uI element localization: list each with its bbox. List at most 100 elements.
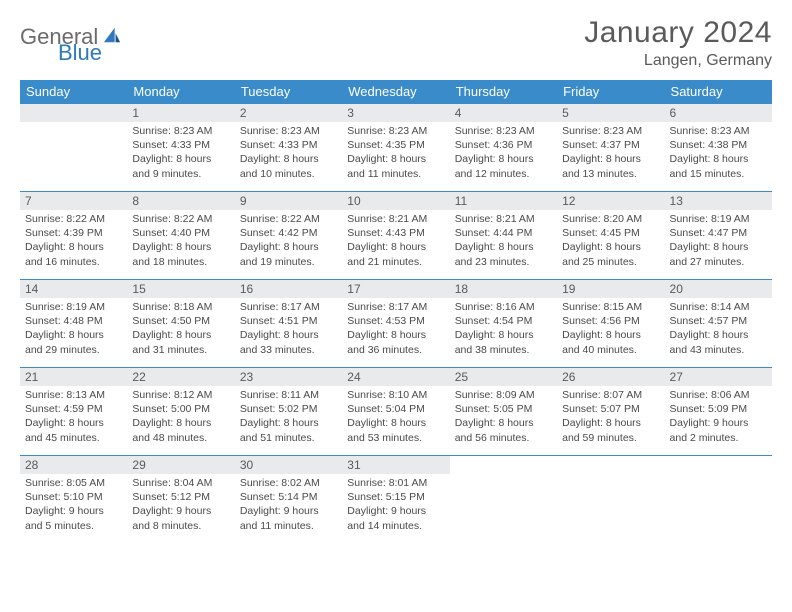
sunrise-line: Sunrise: 8:23 AM	[562, 124, 659, 138]
day-number: 3	[342, 104, 449, 122]
daylight-line-2: and 16 minutes.	[25, 255, 122, 269]
day-details: Sunrise: 8:22 AMSunset: 4:39 PMDaylight:…	[20, 210, 127, 273]
day-details: Sunrise: 8:04 AMSunset: 5:12 PMDaylight:…	[127, 474, 234, 537]
day-number: 27	[665, 368, 772, 386]
daylight-line-1: Daylight: 8 hours	[670, 328, 767, 342]
calendar-cell: 6Sunrise: 8:23 AMSunset: 4:38 PMDaylight…	[665, 104, 772, 192]
sunrise-line: Sunrise: 8:22 AM	[25, 212, 122, 226]
daylight-line-1: Daylight: 8 hours	[132, 416, 229, 430]
day-details: Sunrise: 8:05 AMSunset: 5:10 PMDaylight:…	[20, 474, 127, 537]
sunset-line: Sunset: 4:33 PM	[132, 138, 229, 152]
daylight-line-2: and 27 minutes.	[670, 255, 767, 269]
sunrise-line: Sunrise: 8:12 AM	[132, 388, 229, 402]
day-number: 5	[557, 104, 664, 122]
day-details: Sunrise: 8:23 AMSunset: 4:35 PMDaylight:…	[342, 122, 449, 185]
sunset-line: Sunset: 4:43 PM	[347, 226, 444, 240]
day-details: Sunrise: 8:01 AMSunset: 5:15 PMDaylight:…	[342, 474, 449, 537]
day-details: Sunrise: 8:18 AMSunset: 4:50 PMDaylight:…	[127, 298, 234, 361]
calendar-cell: 28Sunrise: 8:05 AMSunset: 5:10 PMDayligh…	[20, 456, 127, 544]
sunrise-line: Sunrise: 8:06 AM	[670, 388, 767, 402]
weekday-header: Wednesday	[342, 80, 449, 104]
sunrise-line: Sunrise: 8:01 AM	[347, 476, 444, 490]
day-details: Sunrise: 8:12 AMSunset: 5:00 PMDaylight:…	[127, 386, 234, 449]
sunrise-line: Sunrise: 8:04 AM	[132, 476, 229, 490]
day-details: Sunrise: 8:17 AMSunset: 4:53 PMDaylight:…	[342, 298, 449, 361]
day-number: 31	[342, 456, 449, 474]
day-number: 4	[450, 104, 557, 122]
day-number: 17	[342, 280, 449, 298]
sunset-line: Sunset: 5:12 PM	[132, 490, 229, 504]
sunrise-line: Sunrise: 8:15 AM	[562, 300, 659, 314]
calendar-cell: 10Sunrise: 8:21 AMSunset: 4:43 PMDayligh…	[342, 192, 449, 280]
day-number: 15	[127, 280, 234, 298]
daylight-line-1: Daylight: 8 hours	[455, 152, 552, 166]
sunset-line: Sunset: 5:15 PM	[347, 490, 444, 504]
day-details: Sunrise: 8:19 AMSunset: 4:47 PMDaylight:…	[665, 210, 772, 273]
day-details: Sunrise: 8:10 AMSunset: 5:04 PMDaylight:…	[342, 386, 449, 449]
sunrise-line: Sunrise: 8:23 AM	[670, 124, 767, 138]
daylight-line-1: Daylight: 8 hours	[562, 416, 659, 430]
daylight-line-2: and 45 minutes.	[25, 431, 122, 445]
daylight-line-1: Daylight: 9 hours	[347, 504, 444, 518]
sunrise-line: Sunrise: 8:21 AM	[347, 212, 444, 226]
daylight-line-2: and 56 minutes.	[455, 431, 552, 445]
sunset-line: Sunset: 4:33 PM	[240, 138, 337, 152]
sunset-line: Sunset: 5:14 PM	[240, 490, 337, 504]
daylight-line-1: Daylight: 8 hours	[670, 152, 767, 166]
day-number: 16	[235, 280, 342, 298]
sunset-line: Sunset: 4:36 PM	[455, 138, 552, 152]
day-details: Sunrise: 8:15 AMSunset: 4:56 PMDaylight:…	[557, 298, 664, 361]
day-details: Sunrise: 8:06 AMSunset: 5:09 PMDaylight:…	[665, 386, 772, 449]
daylight-line-1: Daylight: 8 hours	[347, 152, 444, 166]
sunset-line: Sunset: 4:37 PM	[562, 138, 659, 152]
daylight-line-1: Daylight: 8 hours	[25, 416, 122, 430]
calendar-cell	[557, 456, 664, 544]
daylight-line-2: and 38 minutes.	[455, 343, 552, 357]
sunrise-line: Sunrise: 8:22 AM	[240, 212, 337, 226]
daylight-line-1: Daylight: 8 hours	[132, 240, 229, 254]
daylight-line-1: Daylight: 8 hours	[240, 416, 337, 430]
sunset-line: Sunset: 5:07 PM	[562, 402, 659, 416]
day-details: Sunrise: 8:19 AMSunset: 4:48 PMDaylight:…	[20, 298, 127, 361]
sunrise-line: Sunrise: 8:17 AM	[240, 300, 337, 314]
daylight-line-2: and 36 minutes.	[347, 343, 444, 357]
sunset-line: Sunset: 4:56 PM	[562, 314, 659, 328]
daylight-line-2: and 31 minutes.	[132, 343, 229, 357]
location: Langen, Germany	[584, 52, 772, 70]
daylight-line-2: and 12 minutes.	[455, 167, 552, 181]
day-details: Sunrise: 8:13 AMSunset: 4:59 PMDaylight:…	[20, 386, 127, 449]
calendar-cell: 25Sunrise: 8:09 AMSunset: 5:05 PMDayligh…	[450, 368, 557, 456]
calendar-cell: 3Sunrise: 8:23 AMSunset: 4:35 PMDaylight…	[342, 104, 449, 192]
sunset-line: Sunset: 4:39 PM	[25, 226, 122, 240]
daylight-line-1: Daylight: 9 hours	[670, 416, 767, 430]
sunrise-line: Sunrise: 8:07 AM	[562, 388, 659, 402]
daylight-line-1: Daylight: 8 hours	[25, 240, 122, 254]
sunset-line: Sunset: 5:09 PM	[670, 402, 767, 416]
sunset-line: Sunset: 4:50 PM	[132, 314, 229, 328]
daylight-line-2: and 14 minutes.	[347, 519, 444, 533]
daylight-line-1: Daylight: 8 hours	[670, 240, 767, 254]
day-details: Sunrise: 8:21 AMSunset: 4:44 PMDaylight:…	[450, 210, 557, 273]
weekday-header: Sunday	[20, 80, 127, 104]
day-details: Sunrise: 8:23 AMSunset: 4:37 PMDaylight:…	[557, 122, 664, 185]
sunset-line: Sunset: 4:38 PM	[670, 138, 767, 152]
calendar-table: SundayMondayTuesdayWednesdayThursdayFrid…	[20, 80, 772, 544]
sunset-line: Sunset: 4:44 PM	[455, 226, 552, 240]
daylight-line-2: and 10 minutes.	[240, 167, 337, 181]
sunrise-line: Sunrise: 8:23 AM	[240, 124, 337, 138]
calendar-cell: 1Sunrise: 8:23 AMSunset: 4:33 PMDaylight…	[127, 104, 234, 192]
sunrise-line: Sunrise: 8:11 AM	[240, 388, 337, 402]
day-number: 30	[235, 456, 342, 474]
daylight-line-1: Daylight: 8 hours	[25, 328, 122, 342]
calendar-row: 1Sunrise: 8:23 AMSunset: 4:33 PMDaylight…	[20, 104, 772, 192]
month-title: January 2024	[584, 16, 772, 50]
calendar-row: 28Sunrise: 8:05 AMSunset: 5:10 PMDayligh…	[20, 456, 772, 544]
calendar-cell: 29Sunrise: 8:04 AMSunset: 5:12 PMDayligh…	[127, 456, 234, 544]
sunrise-line: Sunrise: 8:23 AM	[347, 124, 444, 138]
day-number: 26	[557, 368, 664, 386]
day-details: Sunrise: 8:14 AMSunset: 4:57 PMDaylight:…	[665, 298, 772, 361]
calendar-cell	[450, 456, 557, 544]
sunset-line: Sunset: 4:59 PM	[25, 402, 122, 416]
day-number: 11	[450, 192, 557, 210]
daylight-line-2: and 29 minutes.	[25, 343, 122, 357]
